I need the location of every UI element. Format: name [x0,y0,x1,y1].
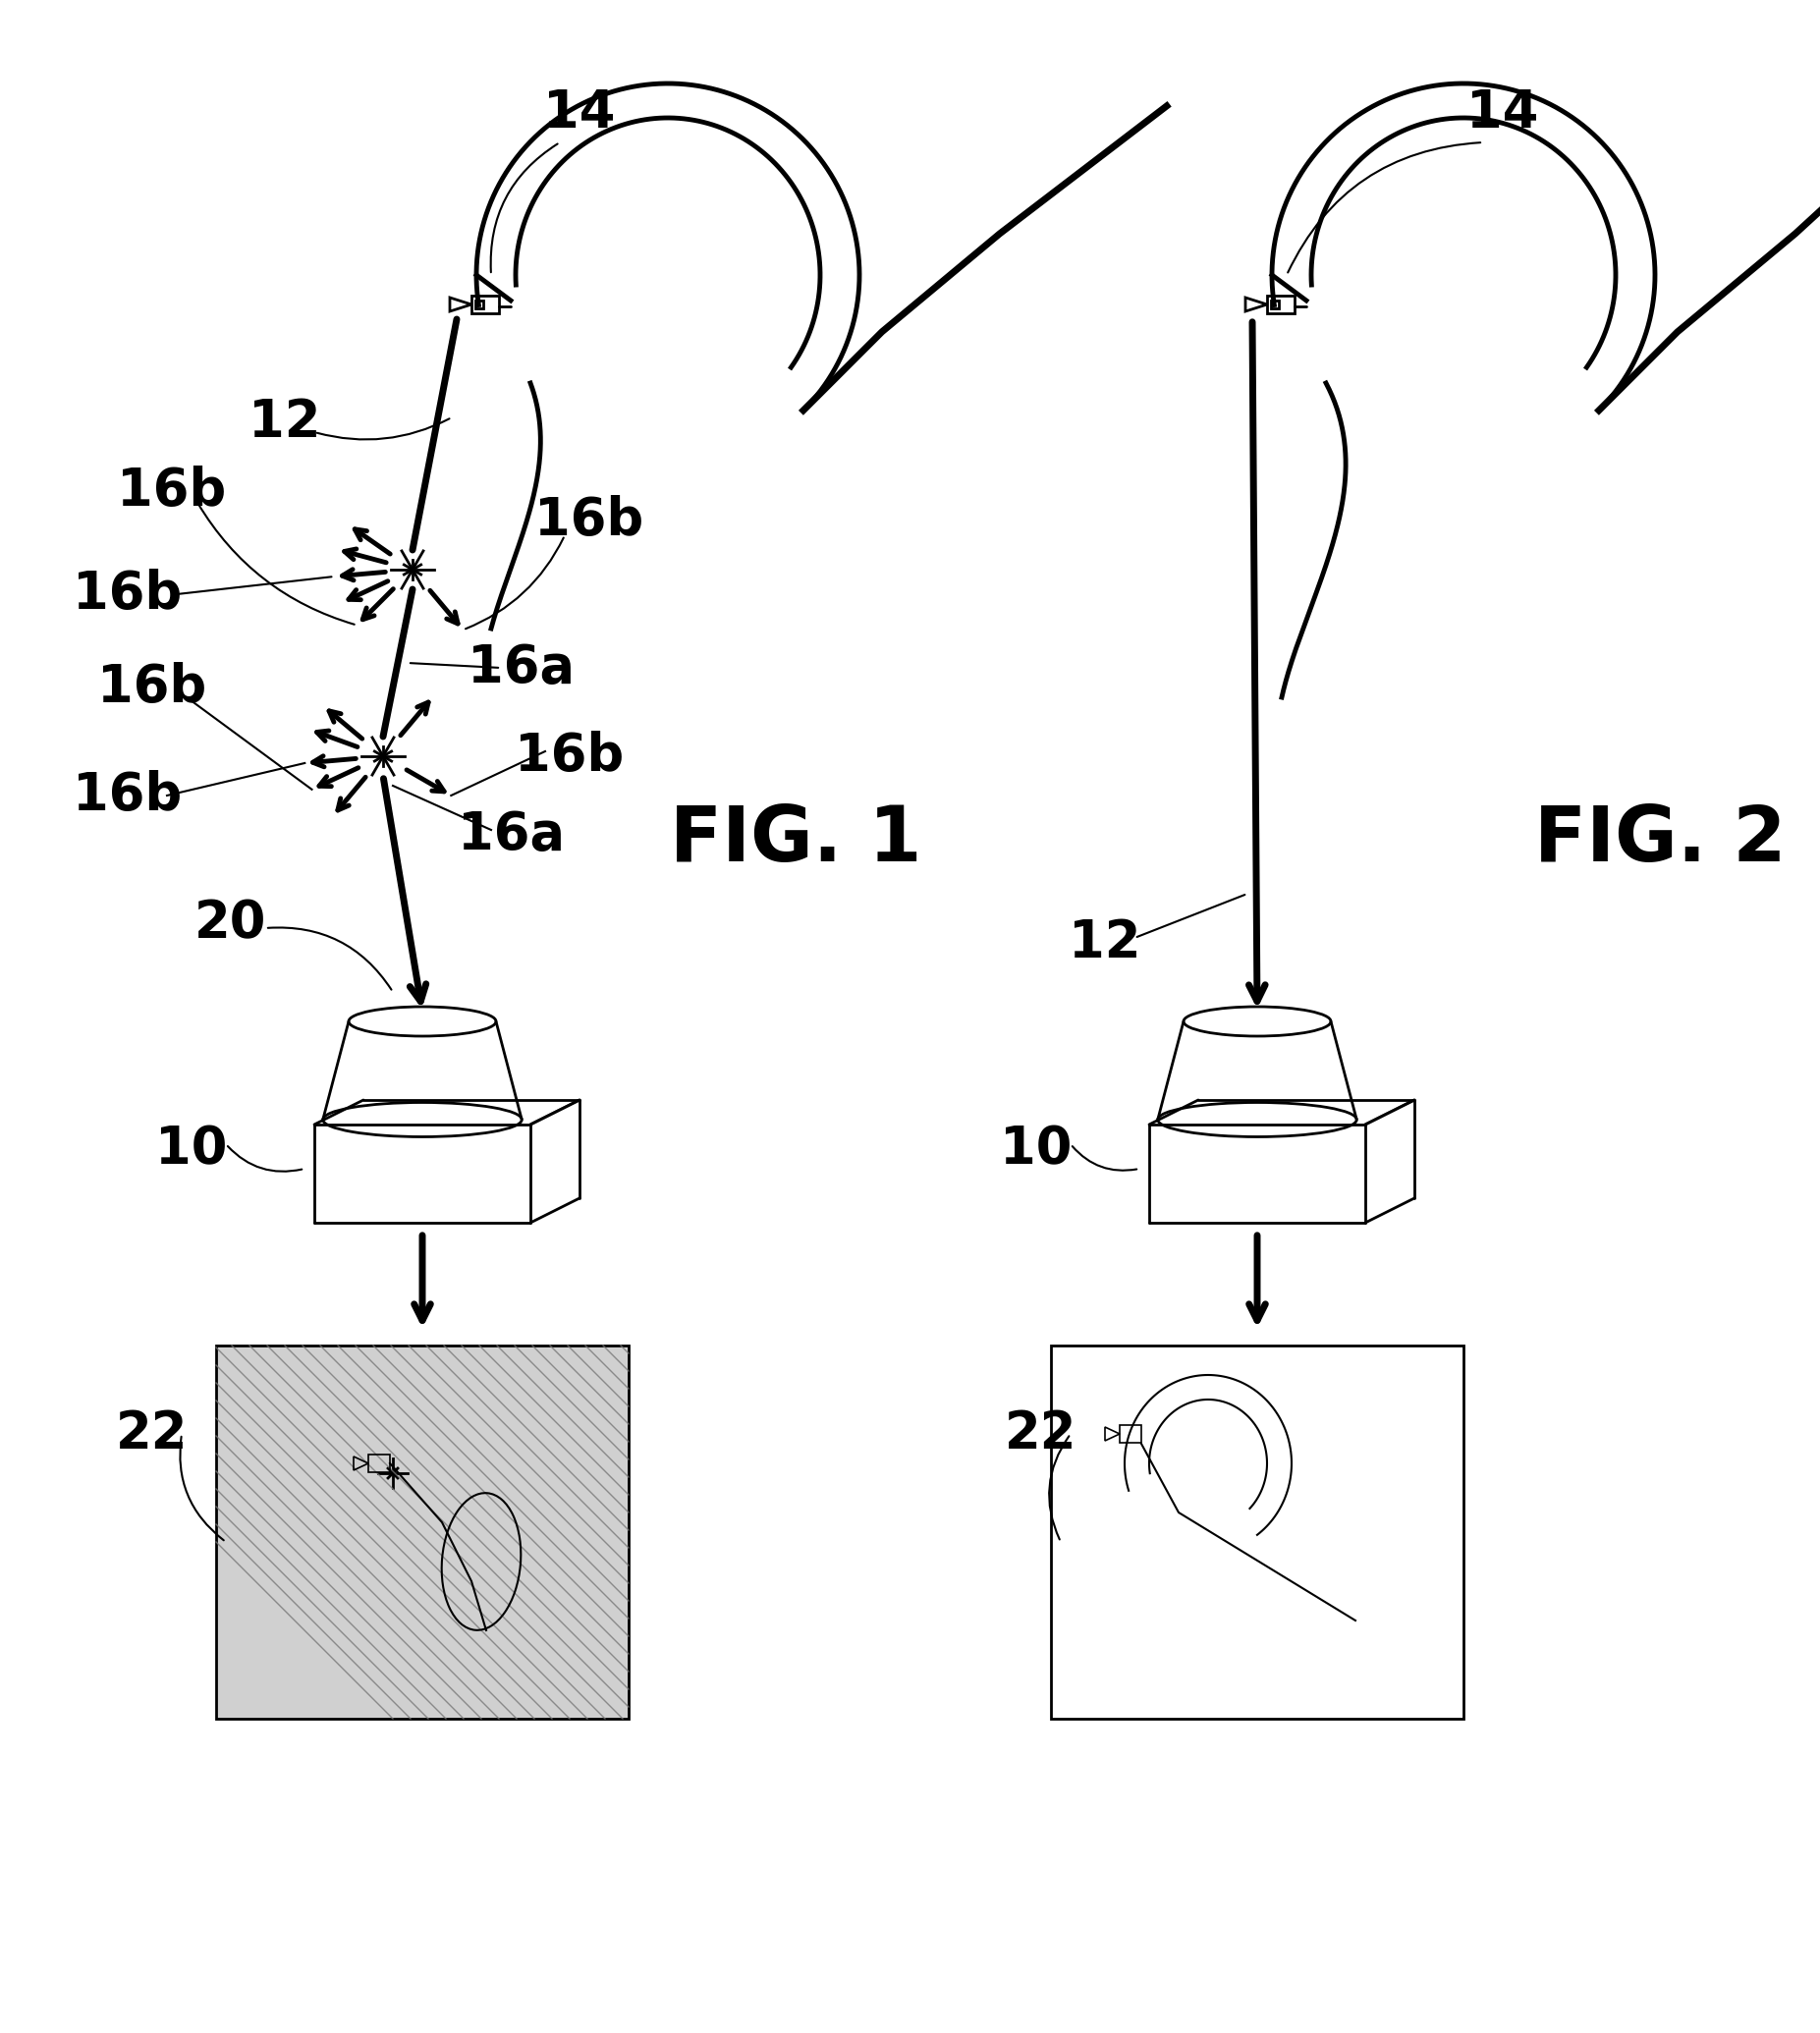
Text: 16a: 16a [468,642,573,693]
Text: 22: 22 [116,1409,187,1460]
Text: FIG. 1: FIG. 1 [670,803,921,876]
Text: 14: 14 [544,87,615,138]
Text: 16b: 16b [535,494,644,547]
Text: 16a: 16a [457,809,564,860]
Text: 22: 22 [1005,1409,1077,1460]
Text: 12: 12 [249,396,320,447]
Text: 14: 14 [1467,87,1538,138]
Text: 20: 20 [195,899,268,949]
Text: 16b: 16b [116,466,226,516]
Polygon shape [217,1346,628,1718]
Text: 10: 10 [155,1124,228,1175]
Text: FIG. 2: FIG. 2 [1534,803,1785,876]
Text: 16b: 16b [98,663,207,714]
Polygon shape [1245,297,1267,311]
Polygon shape [450,297,471,311]
Text: 16b: 16b [73,771,182,821]
Text: 12: 12 [1068,917,1141,968]
Text: 10: 10 [1001,1124,1072,1175]
Text: 16b: 16b [73,569,182,620]
Polygon shape [1050,1346,1463,1718]
Text: 16b: 16b [515,730,624,783]
